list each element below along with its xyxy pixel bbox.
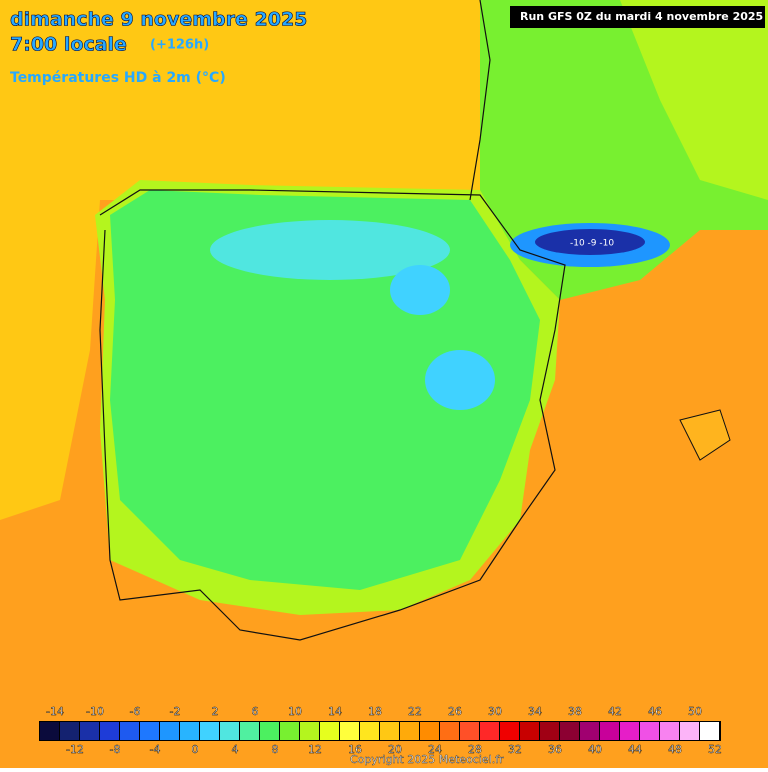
colorbar-label: 40 xyxy=(588,743,602,756)
colorbar-swatch xyxy=(340,722,359,740)
coastline-france xyxy=(469,0,491,201)
colorbar-swatch xyxy=(640,722,659,740)
colorbar-label: 36 xyxy=(548,743,562,756)
colorbar-swatch xyxy=(660,722,679,740)
colorbar-label: 24 xyxy=(428,743,442,756)
run-box xyxy=(510,6,765,28)
colorbar-label: 42 xyxy=(608,705,622,718)
pyrenees-core xyxy=(535,229,645,255)
colorbar-swatch xyxy=(420,722,439,740)
colorbar-label: 14 xyxy=(328,705,342,718)
annotation: -10 -9 -10 xyxy=(570,239,614,249)
cold-center xyxy=(390,265,450,315)
colorbar-label: 34 xyxy=(528,705,542,718)
colorbar-swatch xyxy=(200,722,219,740)
colorbar-label: 48 xyxy=(668,743,682,756)
colorbar-label: 18 xyxy=(368,705,382,718)
title-time: 7:00 locale xyxy=(10,34,127,56)
colorbar-label: 12 xyxy=(308,743,322,756)
ocean-zone xyxy=(0,0,500,520)
colorbar-swatch xyxy=(520,722,539,740)
colorbar-label: -6 xyxy=(130,705,141,718)
mallorca xyxy=(679,409,731,461)
colorbar-label: 4 xyxy=(232,743,239,756)
colorbar-swatch xyxy=(680,722,699,740)
cold-north xyxy=(210,220,450,280)
run-info: Run GFS 0Z du mardi 4 novembre 2025 xyxy=(520,10,763,23)
colorbar-label: -12 xyxy=(66,743,84,756)
colorbar-swatch xyxy=(560,722,579,740)
colorbar-swatch xyxy=(220,722,239,740)
coastline xyxy=(99,189,566,641)
cold-east xyxy=(425,350,495,410)
copyright: Copyright 2025 Meteociel.fr xyxy=(350,753,504,766)
colorbar-label: 44 xyxy=(628,743,642,756)
colorbar-label: 32 xyxy=(508,743,522,756)
colorbar-swatch xyxy=(260,722,279,740)
colorbar-label: 0 xyxy=(192,743,199,756)
colorbar-swatch xyxy=(140,722,159,740)
variable: Températures HD à 2m (°C) xyxy=(10,70,226,86)
colorbar-swatch xyxy=(120,722,139,740)
colorbar-label: 2 xyxy=(212,705,219,718)
colorbar-label: 46 xyxy=(648,705,662,718)
colorbar-label: 6 xyxy=(252,705,259,718)
colorbar-swatch xyxy=(160,722,179,740)
lead-time: (+126h) xyxy=(150,38,209,53)
colorbar-swatch xyxy=(300,722,319,740)
colorbar-swatch xyxy=(400,722,419,740)
colorbar-label: 20 xyxy=(388,743,402,756)
colorbar-label: -10 xyxy=(86,705,104,718)
colorbar-swatch xyxy=(60,722,79,740)
colorbar-swatch xyxy=(40,722,59,740)
colorbar-label: 38 xyxy=(568,705,582,718)
colorbar-swatch xyxy=(480,722,499,740)
colorbar-label: 50 xyxy=(688,705,702,718)
colorbar-swatch xyxy=(80,722,99,740)
colorbar-label: 52 xyxy=(708,743,722,756)
colorbar-swatch xyxy=(380,722,399,740)
colorbar-label: 28 xyxy=(468,743,482,756)
colorbar-swatch xyxy=(580,722,599,740)
colorbar-swatch xyxy=(360,722,379,740)
colorbar-swatch xyxy=(620,722,639,740)
colorbar-swatch xyxy=(600,722,619,740)
colorbar-swatch xyxy=(500,722,519,740)
title-date: dimanche 9 novembre 2025 xyxy=(10,9,307,31)
colorbar-label: -2 xyxy=(170,705,181,718)
colorbar-label: -4 xyxy=(150,743,161,756)
colorbar-swatch xyxy=(540,722,559,740)
colorbar-label: 8 xyxy=(272,743,279,756)
colorbar-label: 22 xyxy=(408,705,422,718)
colorbar-swatch xyxy=(320,722,339,740)
colorbar-swatch xyxy=(460,722,479,740)
colorbar-label: -8 xyxy=(110,743,121,756)
colorbar-label: -14 xyxy=(46,705,64,718)
colorbar-swatch xyxy=(100,722,119,740)
colorbar-swatch xyxy=(180,722,199,740)
colorbar-swatch xyxy=(440,722,459,740)
colorbar-label: 10 xyxy=(288,705,302,718)
colorbar-label: 26 xyxy=(448,705,462,718)
colorbar-swatch xyxy=(240,722,259,740)
colorbar-swatch xyxy=(280,722,299,740)
colorbar-swatch xyxy=(700,722,719,740)
france-east xyxy=(620,0,768,200)
colorbar-label: 30 xyxy=(488,705,502,718)
colorbar-label: 16 xyxy=(348,743,362,756)
